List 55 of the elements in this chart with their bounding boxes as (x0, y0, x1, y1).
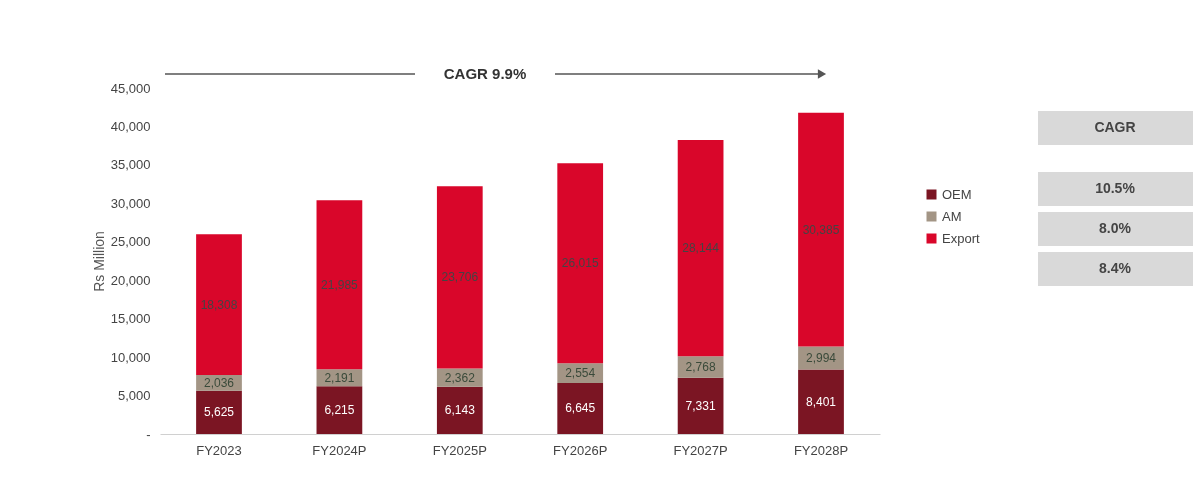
data-label: 6,143 (444, 403, 476, 418)
bar (798, 369, 844, 434)
x-tick-label: FY2026P (553, 442, 608, 458)
bar (196, 390, 242, 434)
text: 8.4% (1099, 260, 1132, 276)
data-label: 18,308 (200, 297, 238, 312)
bar (316, 200, 363, 370)
bar (436, 186, 483, 369)
y-tick-label: 30,000 (110, 195, 151, 211)
x-tick-label: FY2023 (196, 442, 242, 458)
data-label: 5,625 (203, 405, 235, 420)
legend-label: OEM (942, 186, 972, 202)
x-tick-label: FY2027P (673, 442, 728, 458)
bar (436, 386, 483, 434)
data-label: 21,985 (321, 277, 359, 292)
data-label: 30,385 (802, 222, 840, 237)
legend-label: AM (942, 208, 962, 224)
data-label: 2,768 (685, 359, 716, 374)
text: 8.0% (1099, 220, 1132, 236)
bar (677, 139, 724, 357)
y-tick-label: 15,000 (110, 311, 151, 327)
data-label: 2,362 (444, 370, 476, 385)
data-label: 6,215 (324, 403, 355, 418)
y-tick-label: 20,000 (110, 272, 151, 288)
legend-label: Export (942, 230, 980, 246)
data-label: 8,401 (805, 394, 837, 409)
text: CAGR 9.9% (443, 65, 527, 82)
bar (798, 112, 844, 347)
y-tick-label: 10,000 (110, 349, 151, 365)
data-label: 2,994 (805, 350, 837, 365)
text: 10.5% (1095, 180, 1136, 196)
bar (557, 163, 604, 364)
data-label: 2,036 (203, 375, 235, 390)
bar (557, 382, 604, 434)
x-tick-label: FY2024P (312, 442, 367, 458)
x-tick-label: FY2028P (793, 442, 849, 458)
y-tick-label: - (146, 426, 151, 442)
y-tick-label: 25,000 (110, 234, 151, 250)
x-tick-label: FY2025P (432, 442, 487, 458)
data-label: 2,554 (565, 366, 596, 381)
bar (316, 386, 363, 434)
bar (196, 234, 242, 376)
y-tick-label: 35,000 (110, 157, 151, 173)
data-label: 28,144 (682, 241, 720, 256)
text: CAGR (1094, 119, 1136, 135)
data-label: 6,645 (565, 401, 596, 416)
y-axis-title: Rs Million (90, 231, 107, 292)
y-tick-label: 45,000 (110, 80, 151, 96)
y-tick-label: 5,000 (117, 388, 151, 404)
data-label: 23,706 (441, 270, 479, 285)
data-label: 2,191 (324, 370, 355, 385)
data-label: 26,015 (561, 256, 599, 271)
bar (677, 377, 724, 434)
y-tick-label: 40,000 (110, 118, 151, 134)
data-label: 7,331 (685, 398, 716, 413)
